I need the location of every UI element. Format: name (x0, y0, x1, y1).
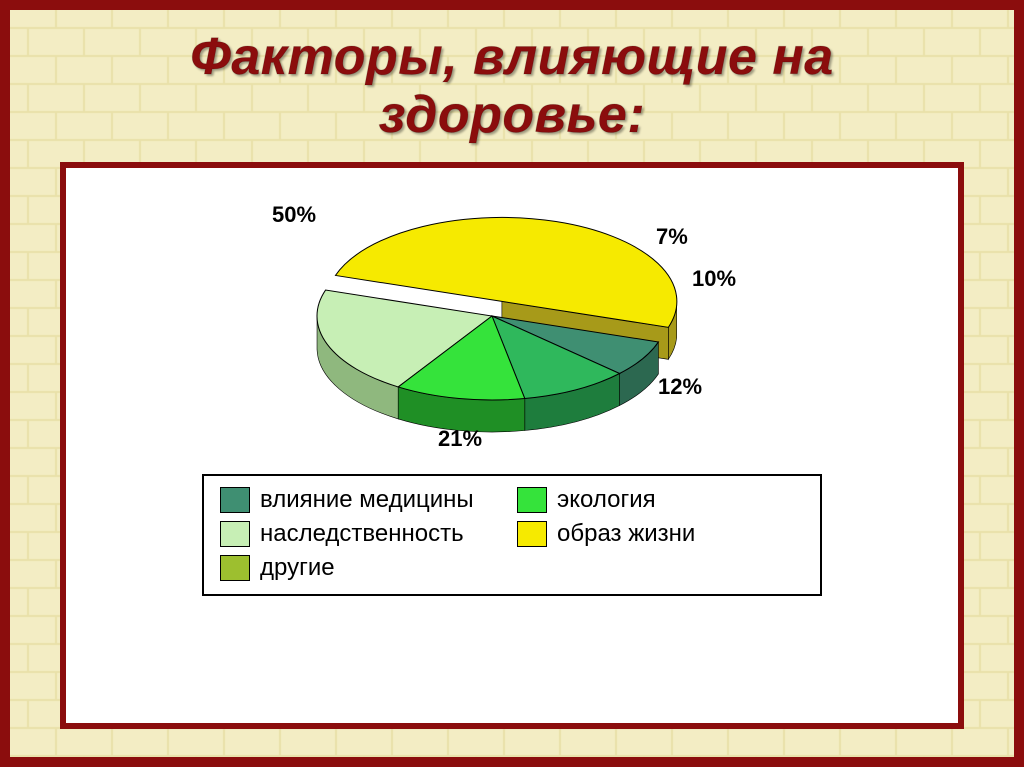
legend: влияние медицины экология наследственность… (202, 474, 822, 596)
legend-label: экология (557, 486, 656, 514)
legend-swatch (517, 487, 547, 513)
legend-item: образ жизни (517, 520, 804, 548)
legend-swatch (220, 487, 250, 513)
legend-label: влияние медицины (260, 486, 474, 514)
pie-svg (252, 216, 772, 446)
legend-item: наследственность (220, 520, 507, 548)
legend-swatch (220, 555, 250, 581)
chart-container: 50% 7%10% 12% 21% влияние медицины экология н… (60, 162, 964, 729)
pie-label: 21% (438, 426, 482, 452)
pie-label: 12% (658, 374, 702, 400)
legend-item: экология (517, 486, 804, 514)
pie-chart: 50%7%10%12%21% (252, 216, 772, 446)
legend-label: образ жизни (557, 520, 695, 548)
slide-title: Факторы, влияющие на здоровье: (60, 28, 964, 144)
legend-label: наследственность (260, 520, 464, 548)
legend-label: другие (260, 554, 335, 582)
legend-swatch (220, 521, 250, 547)
pie-label: 10% (692, 266, 736, 292)
legend-item: влияние медицины (220, 486, 507, 514)
pie-label: 7% (656, 224, 688, 250)
legend-item: другие (220, 554, 507, 582)
pie-label: 50% (272, 202, 316, 228)
legend-swatch (517, 521, 547, 547)
slide-frame: Факторы, влияющие на здоровье: 50% 7%10% 1… (0, 0, 1024, 767)
